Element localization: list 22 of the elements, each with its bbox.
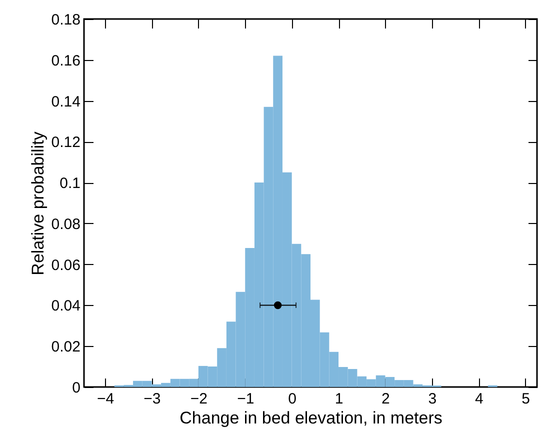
x-tick-label: −3 bbox=[144, 390, 161, 408]
x-tick-label: 2 bbox=[382, 390, 390, 408]
y-tick-label: 0.16 bbox=[51, 52, 80, 70]
x-axis-title: Change in bed elevation, in meters bbox=[180, 408, 442, 428]
y-tick-label: 0.06 bbox=[51, 256, 80, 274]
x-tick-label: 0 bbox=[288, 390, 296, 408]
x-tick-label: −2 bbox=[190, 390, 208, 408]
y-tick-label: 0 bbox=[72, 380, 80, 396]
y-tick-label: 0.08 bbox=[51, 216, 80, 233]
x-tick-label: −4 bbox=[96, 390, 114, 408]
x-tick-label: 3 bbox=[428, 390, 437, 408]
y-tick-label: 0.12 bbox=[51, 134, 80, 152]
y-tick-label: 0.02 bbox=[51, 338, 80, 356]
x-tick-label: 5 bbox=[522, 390, 530, 408]
y-tick-label: 0.18 bbox=[51, 12, 80, 28]
y-tick-label: 0.04 bbox=[51, 298, 80, 315]
x-tick-label: −1 bbox=[237, 390, 254, 408]
y-tick-label: 0.1 bbox=[60, 175, 80, 192]
x-tick-label: 1 bbox=[334, 390, 344, 408]
y-axis-title: Relative probability bbox=[28, 131, 48, 276]
x-tick-label: 4 bbox=[474, 390, 484, 408]
y-tick-label: 0.14 bbox=[51, 93, 80, 110]
